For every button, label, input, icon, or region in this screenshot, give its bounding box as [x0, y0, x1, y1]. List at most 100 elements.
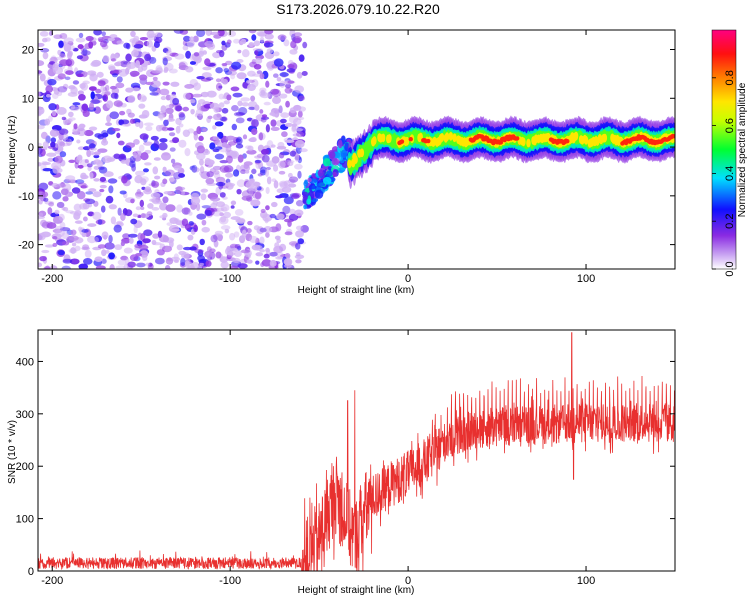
heatmap-cell: [82, 146, 91, 151]
bottom-x-axis-label: Height of straight line (km): [298, 585, 415, 596]
heatmap-cell: [120, 213, 126, 221]
heatmap-cell: [117, 140, 125, 146]
heatmap-cell: [120, 119, 130, 125]
heatmap-cell: [138, 144, 145, 152]
heatmap-cell: [165, 107, 174, 115]
heatmap-cell: [78, 226, 83, 232]
heatmap-cell: [164, 264, 171, 269]
heatmap-cell: [240, 249, 251, 254]
heatmap-cell: [68, 111, 74, 118]
heatmap-cell: [38, 199, 43, 205]
colorbar-gradient: [711, 29, 737, 270]
heatmap-cell: [110, 216, 117, 225]
heatmap-cell: [78, 32, 84, 38]
heatmap-cell: [54, 225, 63, 230]
heatmap-cell: [76, 55, 84, 60]
heatmap-cell: [169, 147, 176, 152]
heatmap-cell: [232, 92, 243, 98]
heatmap-cell: [258, 132, 264, 141]
heatmap-cell: [52, 165, 60, 174]
heatmap-cell: [47, 157, 54, 162]
heatmap-cell: [193, 132, 199, 141]
heatmap-cell: [110, 92, 118, 99]
heatmap-cell: [131, 87, 141, 92]
heatmap-cell: [198, 50, 205, 57]
heatmap-cell: [68, 235, 79, 241]
heatmap-cell: [41, 191, 49, 198]
heatmap-cell: [94, 235, 103, 243]
heatmap-cell: [162, 57, 168, 66]
heatmap-cell: [135, 253, 142, 257]
heatmap-cell: [61, 241, 70, 246]
heatmap-cell: [218, 85, 223, 89]
x-tick-label: -100: [219, 575, 241, 587]
heatmap-cell: [97, 80, 106, 87]
heatmap-cell: [86, 235, 97, 244]
heatmap-cell: [58, 40, 64, 48]
heatmap-cell: [232, 169, 240, 177]
heatmap-cell: [142, 168, 149, 173]
heatmap-cell: [296, 71, 303, 79]
heatmap-cell: [162, 166, 167, 173]
heatmap-cell: [251, 34, 257, 41]
heatmap-cell: [62, 196, 69, 202]
heatmap-cell: [260, 148, 270, 155]
heatmap-cell: [337, 139, 343, 149]
heatmap-cell: [133, 43, 144, 49]
heatmap-cell: [176, 244, 183, 251]
heatmap-cell: [250, 95, 256, 102]
heatmap-cell: [273, 51, 280, 57]
heatmap-cell: [294, 163, 303, 170]
heatmap-cell: [205, 260, 212, 267]
heatmap-cell: [227, 70, 238, 76]
heatmap-cell: [293, 32, 303, 37]
heatmap-cell: [57, 86, 68, 93]
heatmap-cell: [289, 30, 296, 38]
heatmap-cell: [269, 112, 276, 116]
heatmap-cell: [86, 149, 92, 158]
heatmap-cell: [38, 107, 45, 115]
heatmap-cell: [210, 31, 220, 36]
heatmap-cell: [387, 134, 392, 143]
heatmap-cell: [192, 35, 199, 43]
heatmap-cell: [219, 212, 224, 217]
heatmap-cell: [113, 100, 123, 107]
heatmap-cell: [279, 243, 287, 252]
heatmap-cell: [166, 118, 175, 122]
heatmap-cell: [165, 50, 173, 57]
heatmap-cell: [209, 142, 216, 150]
heatmap-cell: [295, 251, 301, 257]
heatmap-cell: [241, 102, 249, 107]
heatmap-cell: [129, 70, 140, 77]
x-tick-label: -200: [41, 575, 63, 587]
heatmap-cell: [150, 192, 161, 199]
heatmap-cell: [63, 43, 72, 52]
heatmap-cell: [79, 83, 86, 89]
heatmap-cell: [221, 40, 226, 46]
heatmap-cell: [93, 178, 100, 182]
heatmap-cell: [296, 116, 305, 121]
heatmap-cell: [166, 127, 175, 131]
heatmap-cell: [294, 153, 300, 162]
heatmap-cell: [196, 145, 205, 154]
heatmap-cell: [93, 151, 101, 155]
heatmap-cell: [142, 254, 148, 261]
heatmap-cell: [225, 145, 232, 153]
heatmap-cell: [174, 53, 185, 60]
heatmap-cell: [249, 136, 257, 143]
heatmap-cell: [134, 243, 143, 249]
heatmap-cell: [276, 188, 284, 194]
heatmap-cell: [212, 113, 223, 121]
heatmap-cell: [230, 200, 237, 206]
heatmap-cell: [62, 258, 73, 264]
heatmap-cell: [189, 246, 197, 251]
heatmap-cell: [65, 175, 76, 181]
heatmap-cell: [274, 242, 280, 249]
heatmap-cell: [236, 59, 244, 63]
heatmap-cell: [230, 205, 235, 209]
heatmap-cell: [75, 37, 86, 43]
heatmap-cell: [52, 235, 58, 240]
heatmap-cell: [93, 159, 102, 165]
heatmap-cell: [100, 130, 109, 139]
heatmap-cell: [178, 173, 186, 178]
